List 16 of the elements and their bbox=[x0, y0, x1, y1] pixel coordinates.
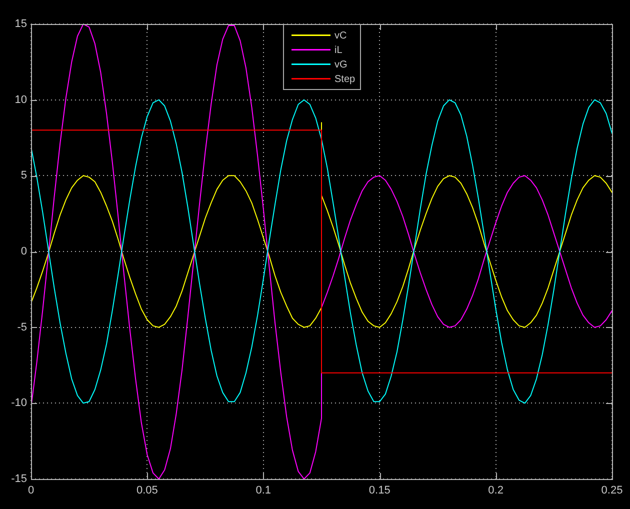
y-tick-label: -15 bbox=[11, 473, 27, 486]
x-tick-label: 0.1 bbox=[256, 484, 272, 497]
y-tick-label: 10 bbox=[14, 94, 27, 106]
legend-label: Step bbox=[334, 74, 356, 85]
legend-label: vC bbox=[334, 30, 347, 42]
x-tick-label: 0.15 bbox=[368, 484, 390, 497]
y-tick-label: 0 bbox=[20, 246, 27, 258]
x-tick-label: 0.25 bbox=[601, 484, 623, 497]
legend-label: vG bbox=[334, 60, 348, 70]
y-tick-label: 15 bbox=[14, 18, 27, 30]
y-tick-label: 5 bbox=[20, 170, 27, 182]
y-tick-label: -5 bbox=[17, 321, 27, 334]
legend-label: iL bbox=[334, 45, 343, 56]
x-tick-label: 0.2 bbox=[488, 484, 504, 497]
y-tick-label: -10 bbox=[11, 397, 27, 410]
x-tick-label: 0.05 bbox=[136, 484, 158, 497]
